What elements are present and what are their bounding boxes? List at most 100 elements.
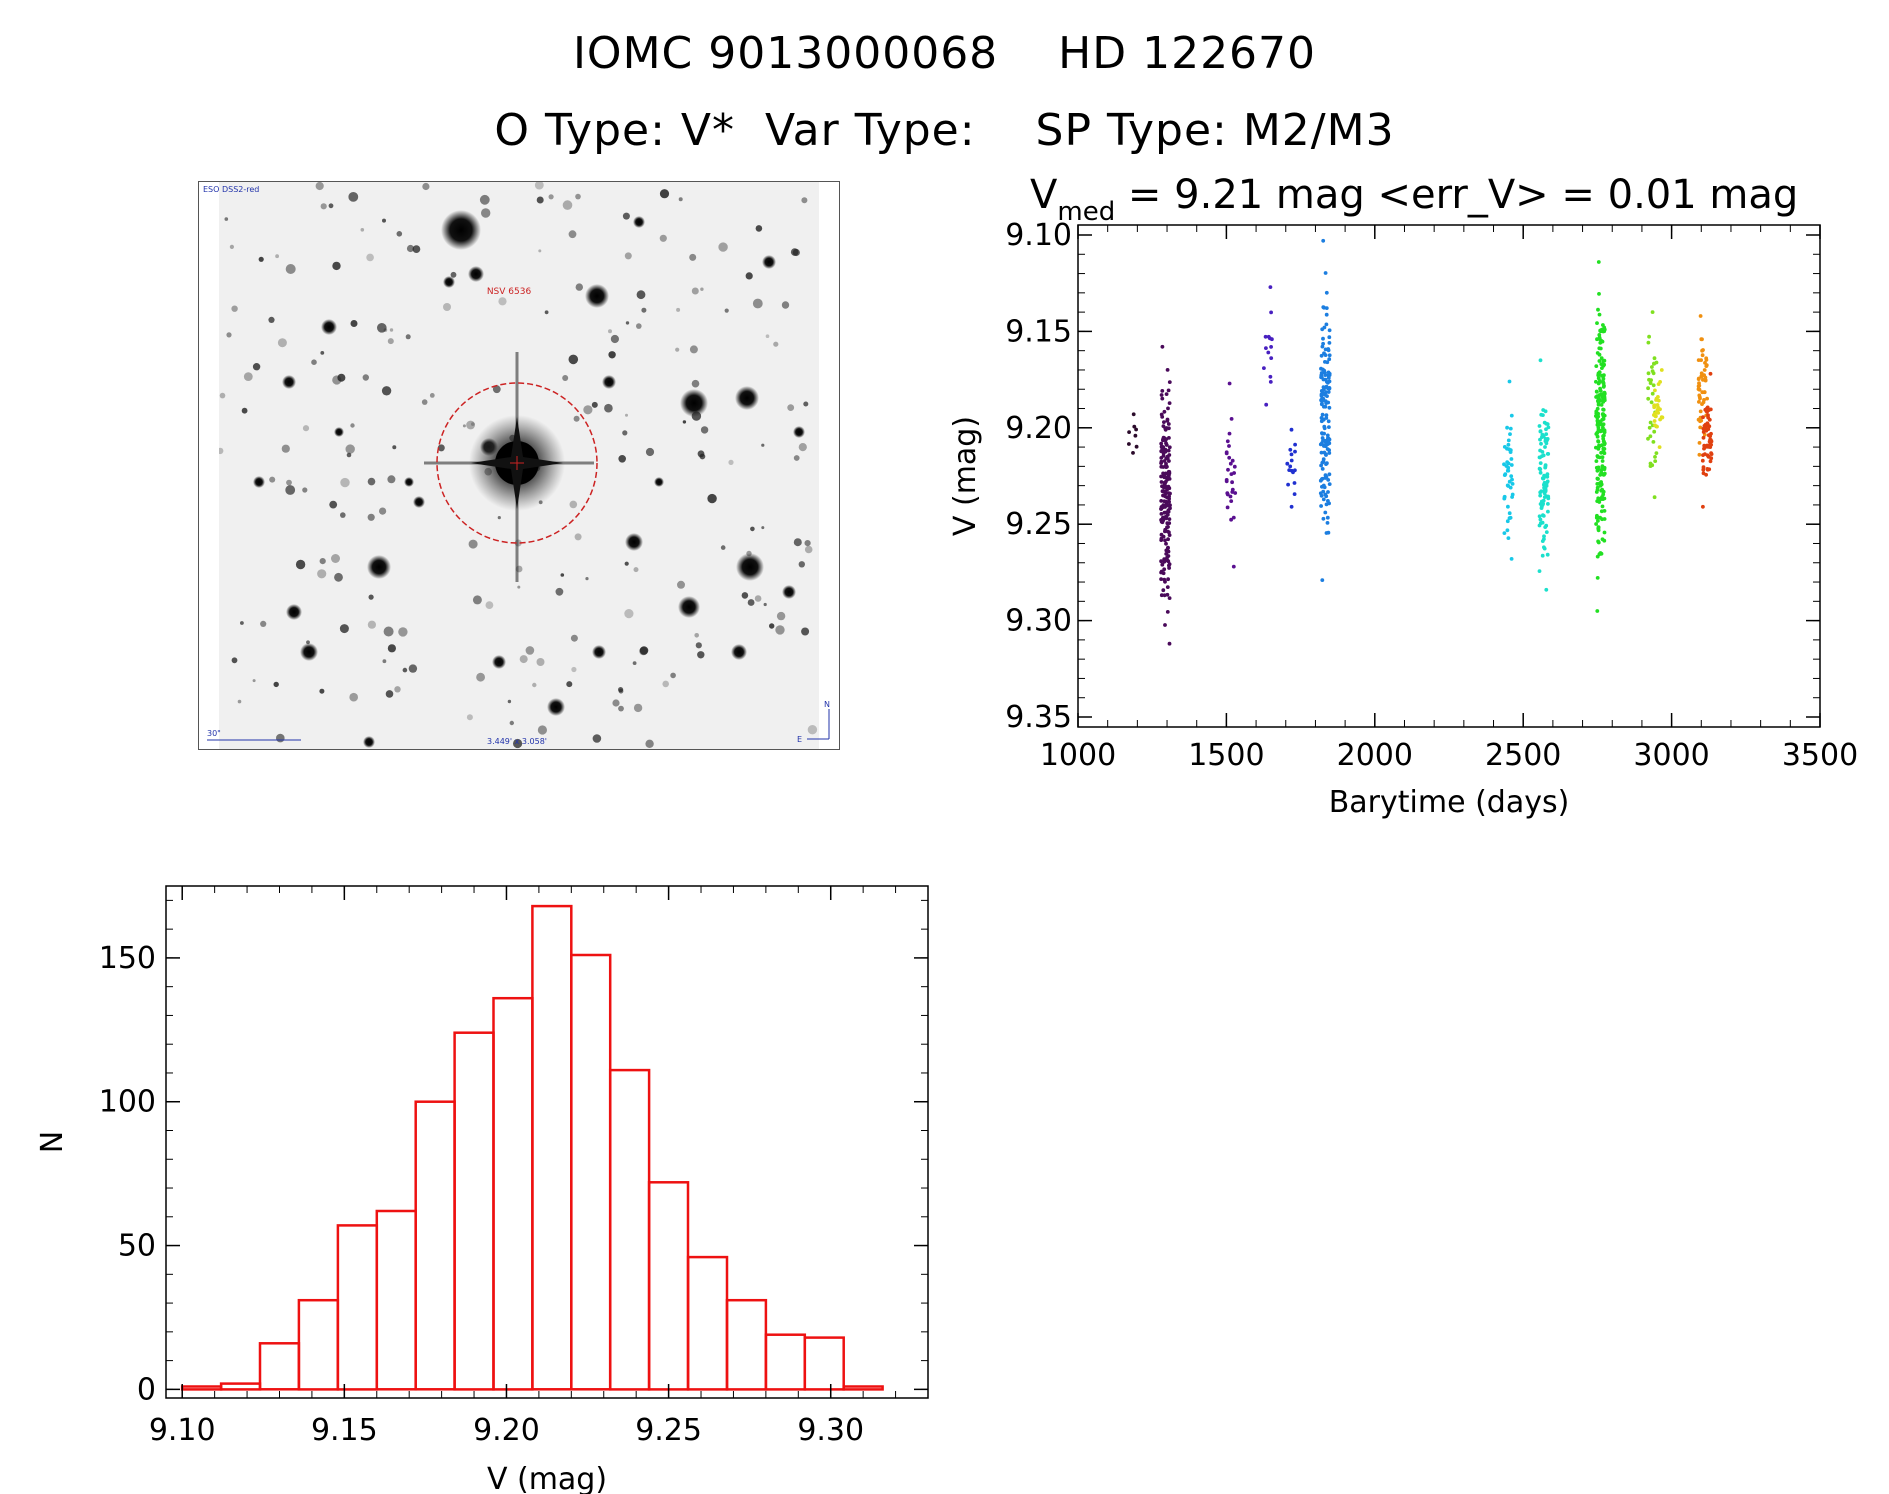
lc-point	[1648, 434, 1653, 439]
lc-point	[1166, 484, 1171, 489]
lc-point	[1291, 470, 1295, 475]
field-star	[583, 405, 593, 415]
lc-point	[1289, 452, 1294, 457]
lc-point	[1509, 557, 1514, 561]
lc-point	[1651, 383, 1656, 388]
lc-point	[1165, 419, 1170, 423]
lc-point	[1165, 585, 1170, 589]
field-star	[285, 485, 296, 495]
histogram-xlabel: V (mag)	[487, 1462, 607, 1494]
field-star	[798, 443, 807, 452]
lc-point	[1705, 396, 1709, 401]
lc-point	[1159, 512, 1164, 516]
field-star	[675, 347, 680, 352]
histogram-bar	[258, 1342, 301, 1391]
light-curve-points	[1127, 238, 1714, 646]
lc-point	[1595, 321, 1599, 325]
lc-point	[1167, 459, 1171, 463]
lc-point	[1702, 443, 1707, 448]
lc-point	[1701, 435, 1706, 440]
lc-x-tick-label: 2000	[1337, 738, 1413, 773]
field-star	[659, 189, 670, 199]
lc-point	[1655, 403, 1660, 407]
field-star	[555, 587, 564, 596]
lc-point	[1601, 376, 1606, 381]
lc-point	[1269, 310, 1273, 315]
field-star	[273, 681, 279, 688]
lc-point	[1546, 502, 1550, 506]
light-curve-title: Vmed = 9.21 mag <err_V> = 0.01 mag	[1030, 172, 1798, 227]
field-star	[762, 255, 776, 269]
field-star	[268, 316, 275, 323]
field-star	[604, 403, 613, 413]
lc-point	[1594, 432, 1599, 436]
field-star	[731, 644, 747, 660]
field-star	[592, 645, 606, 659]
field-star	[536, 196, 544, 204]
lc-point	[1319, 353, 1324, 358]
object-label: NSV 6536	[487, 287, 532, 297]
field-star	[736, 553, 764, 581]
lc-point	[1167, 380, 1172, 384]
lc-point	[1594, 364, 1599, 368]
lc-point	[1166, 537, 1170, 542]
lc-point	[1327, 353, 1332, 358]
lc-point	[1327, 472, 1332, 477]
lc-point	[1542, 545, 1546, 550]
field-star	[437, 444, 445, 452]
lc-point	[1505, 528, 1510, 533]
lc-point	[1322, 438, 1327, 443]
lc-point	[1652, 403, 1657, 408]
lc-point	[1160, 344, 1165, 349]
lc-point	[1538, 467, 1543, 472]
lc-point	[1594, 379, 1598, 384]
field-star	[260, 620, 267, 627]
lc-point	[1709, 442, 1713, 447]
lc-point	[1320, 578, 1325, 582]
lc-point	[1646, 436, 1650, 441]
field-star	[481, 208, 491, 218]
lc-point	[1167, 436, 1171, 440]
field-star	[699, 453, 706, 460]
field-star	[231, 657, 238, 664]
field-star	[328, 203, 334, 209]
lc-point	[1509, 463, 1514, 467]
field-star	[277, 338, 287, 348]
lc-point	[1650, 391, 1655, 396]
lc-point	[1225, 505, 1230, 510]
field-star	[366, 253, 374, 262]
lc-point	[1543, 464, 1548, 469]
field-star	[320, 351, 325, 355]
field-star	[776, 611, 786, 621]
lc-point	[1264, 402, 1269, 407]
field-star	[485, 601, 494, 609]
lc-point	[1546, 509, 1550, 514]
lc-point	[1658, 380, 1662, 384]
field-star	[377, 323, 387, 333]
lc-point	[1507, 447, 1511, 452]
lc-point	[1319, 375, 1323, 380]
field-star	[319, 558, 326, 565]
east-label: E	[797, 735, 802, 744]
lc-point	[1706, 445, 1711, 449]
field-star	[622, 212, 630, 220]
lc-point	[1598, 328, 1603, 333]
lc-point	[1597, 333, 1602, 337]
lc-point	[1323, 373, 1328, 377]
lc-point	[1161, 445, 1166, 449]
lc-point	[1321, 305, 1326, 309]
field-star	[340, 477, 350, 488]
field-star	[334, 572, 343, 582]
lc-point	[1320, 484, 1324, 489]
lc-point	[1508, 485, 1513, 490]
lc-point	[1163, 623, 1167, 627]
histogram-bar	[297, 1298, 340, 1391]
lc-point	[1164, 541, 1168, 546]
lc-point	[1285, 461, 1290, 466]
lc-point	[1654, 360, 1659, 365]
field-star	[396, 231, 403, 237]
field-star	[645, 739, 654, 748]
field-star	[624, 252, 632, 260]
field-star	[803, 401, 809, 407]
field-star	[781, 301, 790, 309]
